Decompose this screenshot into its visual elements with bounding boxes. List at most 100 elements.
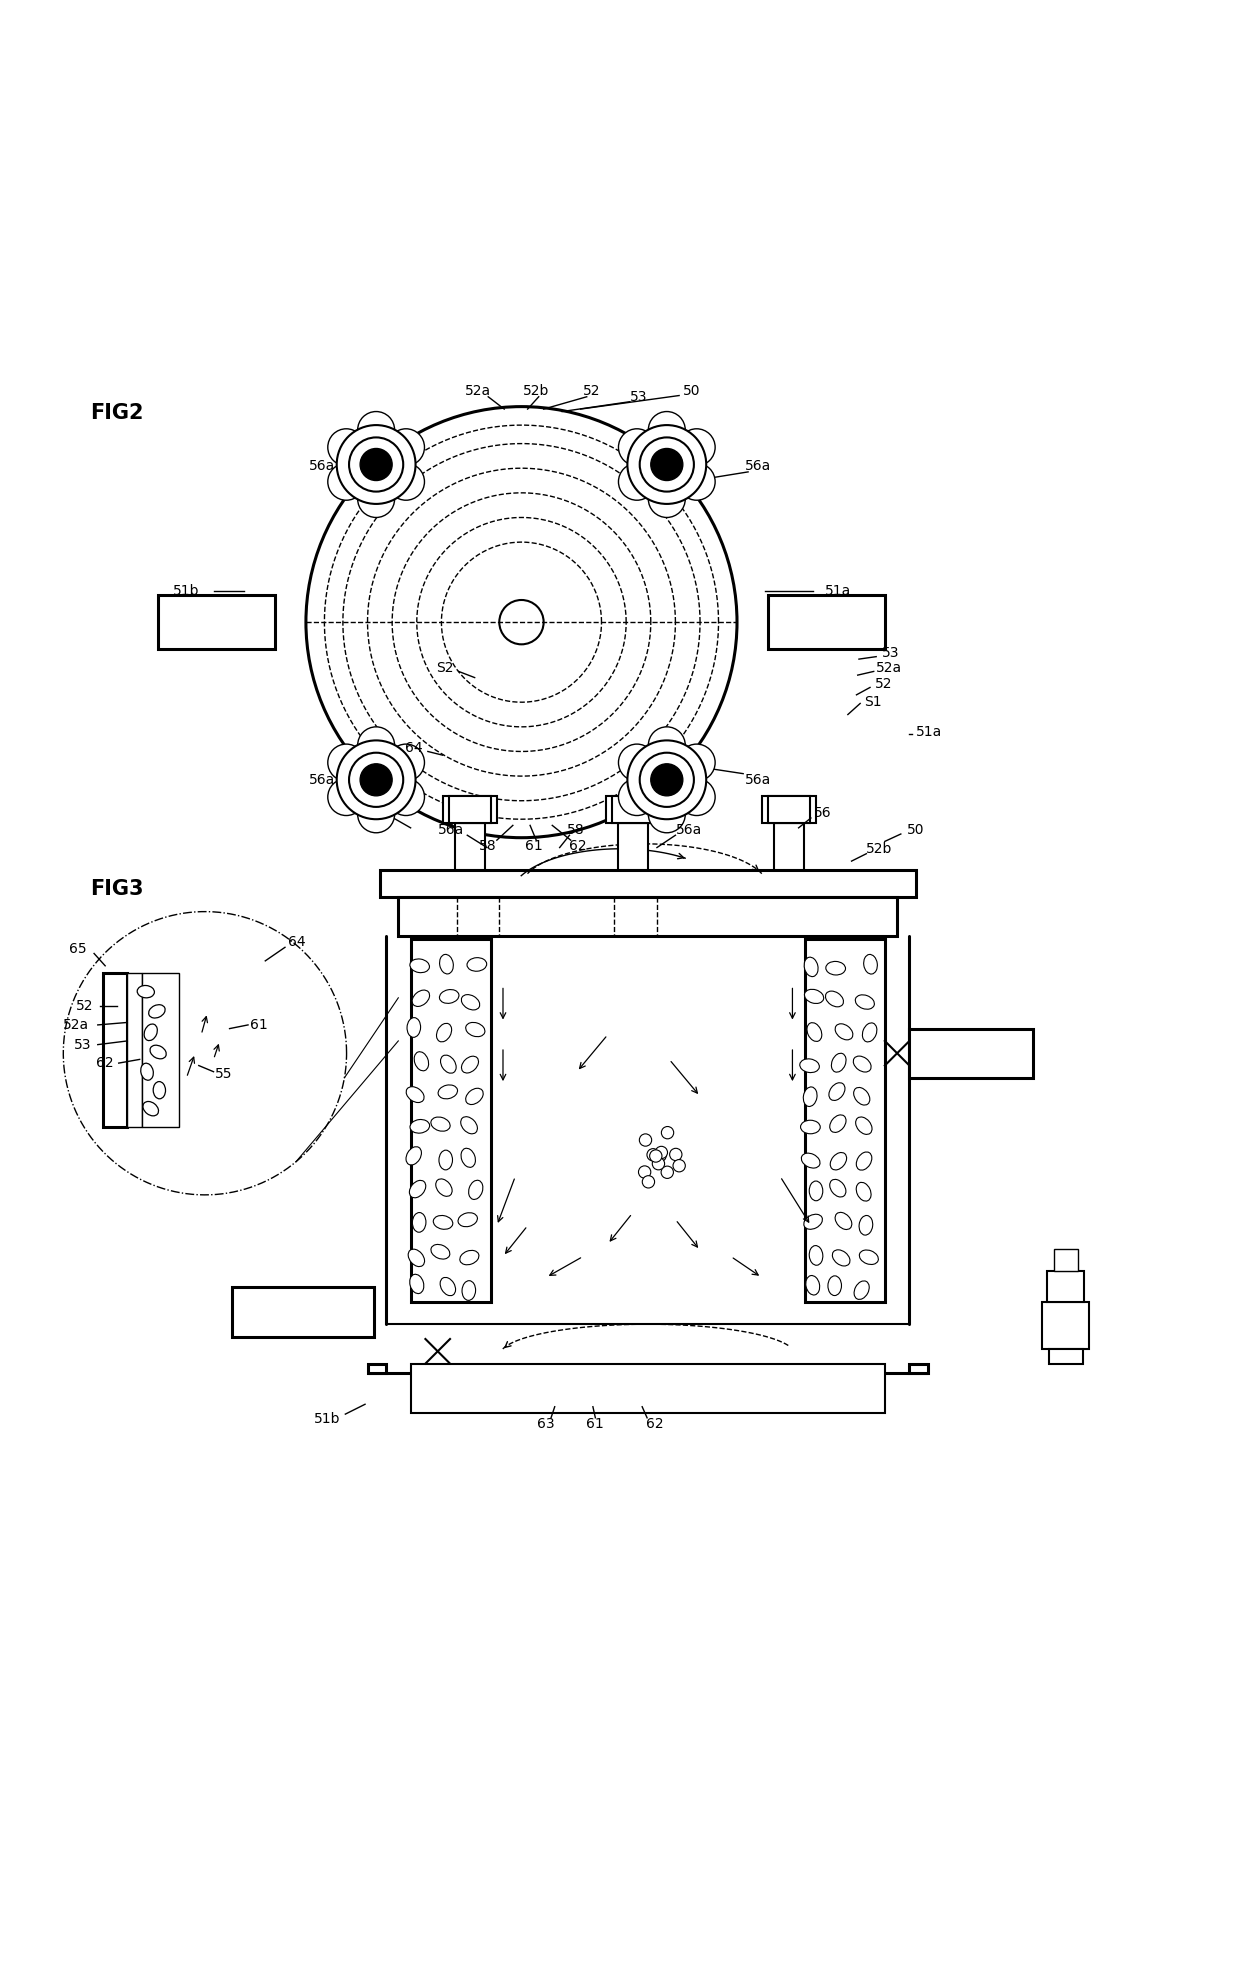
Ellipse shape (831, 1153, 847, 1171)
Bar (449, 796, 491, 824)
Bar (455, 824, 485, 869)
Bar (805, 938, 885, 1303)
Text: 51b: 51b (314, 1411, 340, 1427)
Ellipse shape (458, 1212, 477, 1226)
Ellipse shape (466, 1023, 485, 1037)
Text: 52b: 52b (523, 384, 549, 398)
Circle shape (640, 753, 694, 806)
Text: 53: 53 (74, 1037, 92, 1053)
Text: 52: 52 (583, 384, 600, 398)
Circle shape (678, 745, 715, 781)
Ellipse shape (859, 1250, 878, 1265)
Ellipse shape (408, 1250, 424, 1267)
Ellipse shape (436, 1023, 451, 1043)
Ellipse shape (409, 1275, 424, 1293)
Circle shape (388, 745, 424, 781)
Bar (232, 1287, 373, 1336)
Circle shape (348, 753, 403, 806)
Bar (613, 796, 653, 824)
Bar (619, 824, 647, 869)
Ellipse shape (805, 989, 823, 1003)
Ellipse shape (466, 1088, 484, 1104)
Circle shape (678, 779, 715, 816)
Ellipse shape (859, 1216, 873, 1236)
Text: FIG3: FIG3 (91, 879, 144, 899)
Text: 61: 61 (587, 1417, 604, 1431)
Ellipse shape (435, 1179, 453, 1196)
Ellipse shape (463, 1281, 476, 1301)
Ellipse shape (413, 1212, 427, 1232)
Ellipse shape (830, 1116, 846, 1133)
Bar (379, 869, 915, 897)
Bar (1043, 1303, 1089, 1348)
Ellipse shape (801, 1153, 820, 1169)
Circle shape (673, 1159, 686, 1173)
Ellipse shape (407, 1017, 420, 1037)
Circle shape (640, 438, 694, 491)
Ellipse shape (149, 1005, 165, 1019)
Circle shape (337, 741, 415, 820)
Text: 56a: 56a (745, 773, 771, 786)
Circle shape (619, 463, 656, 501)
Ellipse shape (804, 1214, 822, 1230)
Bar (410, 1364, 885, 1413)
Circle shape (357, 412, 394, 449)
Circle shape (388, 430, 424, 465)
Circle shape (337, 426, 415, 505)
Ellipse shape (862, 1023, 877, 1043)
Text: 62: 62 (569, 840, 587, 853)
Text: 63: 63 (537, 1417, 556, 1431)
Circle shape (649, 727, 686, 765)
Ellipse shape (854, 1281, 869, 1299)
Circle shape (360, 765, 392, 796)
Ellipse shape (409, 1181, 425, 1198)
Circle shape (388, 463, 424, 501)
Circle shape (651, 449, 683, 481)
Ellipse shape (412, 989, 429, 1007)
Text: 53: 53 (882, 646, 900, 660)
Ellipse shape (144, 1025, 157, 1041)
Circle shape (619, 745, 656, 781)
Circle shape (327, 430, 365, 465)
Ellipse shape (828, 1082, 844, 1100)
Bar (1048, 1271, 1084, 1303)
Text: 56: 56 (373, 806, 391, 820)
Text: 56a: 56a (438, 824, 465, 838)
Ellipse shape (467, 958, 486, 972)
Circle shape (627, 741, 707, 820)
Text: 56: 56 (815, 806, 832, 820)
Circle shape (348, 438, 403, 491)
Ellipse shape (832, 1250, 849, 1265)
Text: S1: S1 (864, 696, 882, 710)
Text: 56a: 56a (309, 773, 335, 786)
Ellipse shape (461, 995, 480, 1009)
Text: 62: 62 (97, 1056, 114, 1070)
Circle shape (627, 426, 707, 505)
Circle shape (649, 796, 686, 834)
Circle shape (327, 745, 365, 781)
Text: 52: 52 (875, 676, 893, 690)
Bar (143, 974, 179, 1127)
Circle shape (327, 779, 365, 816)
Bar (909, 1364, 928, 1374)
Text: 62: 62 (646, 1417, 663, 1431)
Circle shape (661, 1167, 673, 1179)
Circle shape (639, 1167, 651, 1179)
Ellipse shape (433, 1216, 453, 1230)
Circle shape (642, 1175, 655, 1189)
Circle shape (357, 796, 394, 834)
Bar (1054, 1250, 1079, 1271)
Text: 52a: 52a (875, 660, 901, 674)
Circle shape (678, 463, 715, 501)
Bar (761, 796, 816, 824)
Ellipse shape (810, 1246, 823, 1265)
Ellipse shape (835, 1023, 853, 1041)
Ellipse shape (440, 1054, 456, 1072)
Text: 61: 61 (525, 840, 543, 853)
Circle shape (655, 1147, 667, 1159)
Ellipse shape (810, 1181, 823, 1200)
Ellipse shape (831, 1053, 846, 1072)
Text: 50: 50 (906, 824, 924, 838)
Bar (768, 595, 885, 648)
Text: 52a: 52a (62, 1017, 89, 1033)
